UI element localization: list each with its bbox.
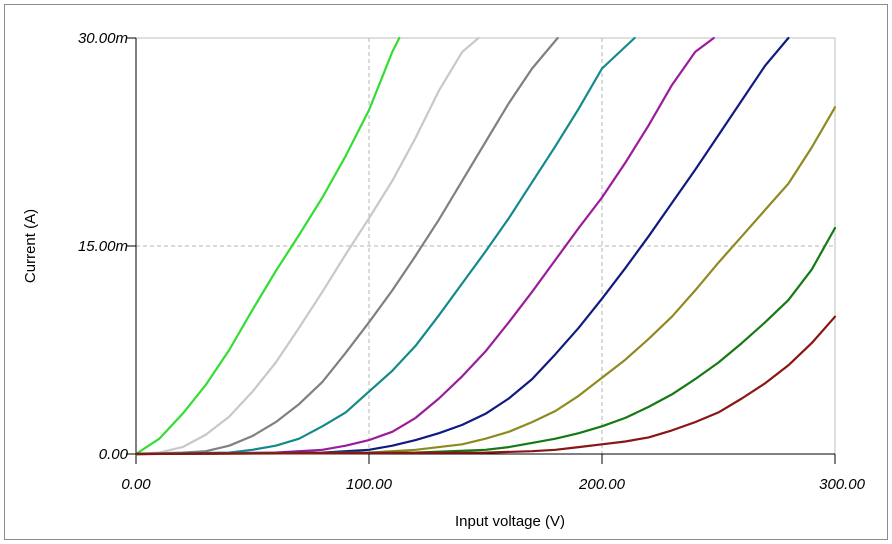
series-line-2 — [134, 36, 480, 456]
plot-area — [135, 37, 836, 455]
series-line-4 — [134, 36, 636, 456]
x-tick-label: 300.00 — [819, 476, 866, 493]
series-group — [134, 36, 837, 456]
y-tick-label: 30.00m — [78, 30, 128, 47]
x-tick-label: 200.00 — [578, 476, 626, 493]
series-line-3 — [134, 36, 559, 456]
series-line-6 — [134, 36, 790, 456]
y-tick-label: 0.00 — [99, 446, 129, 463]
series-line-7 — [134, 106, 837, 456]
tick-labels: 0.00 15.00m 30.00m 0.00 100.00 200.00 300.00 — [78, 30, 866, 493]
series-line-5 — [134, 36, 715, 456]
x-axis-label: Input voltage (V) — [455, 513, 565, 530]
y-axis-label: Current (A) — [22, 209, 39, 283]
series-line-1 — [134, 36, 401, 456]
grid-lines — [136, 38, 835, 454]
y-tick-label: 15.00m — [78, 238, 128, 255]
x-tick-label: 100.00 — [346, 476, 393, 493]
x-tick-label: 0.00 — [121, 476, 151, 493]
series-line-9 — [134, 315, 837, 456]
series-line-8 — [134, 226, 837, 456]
